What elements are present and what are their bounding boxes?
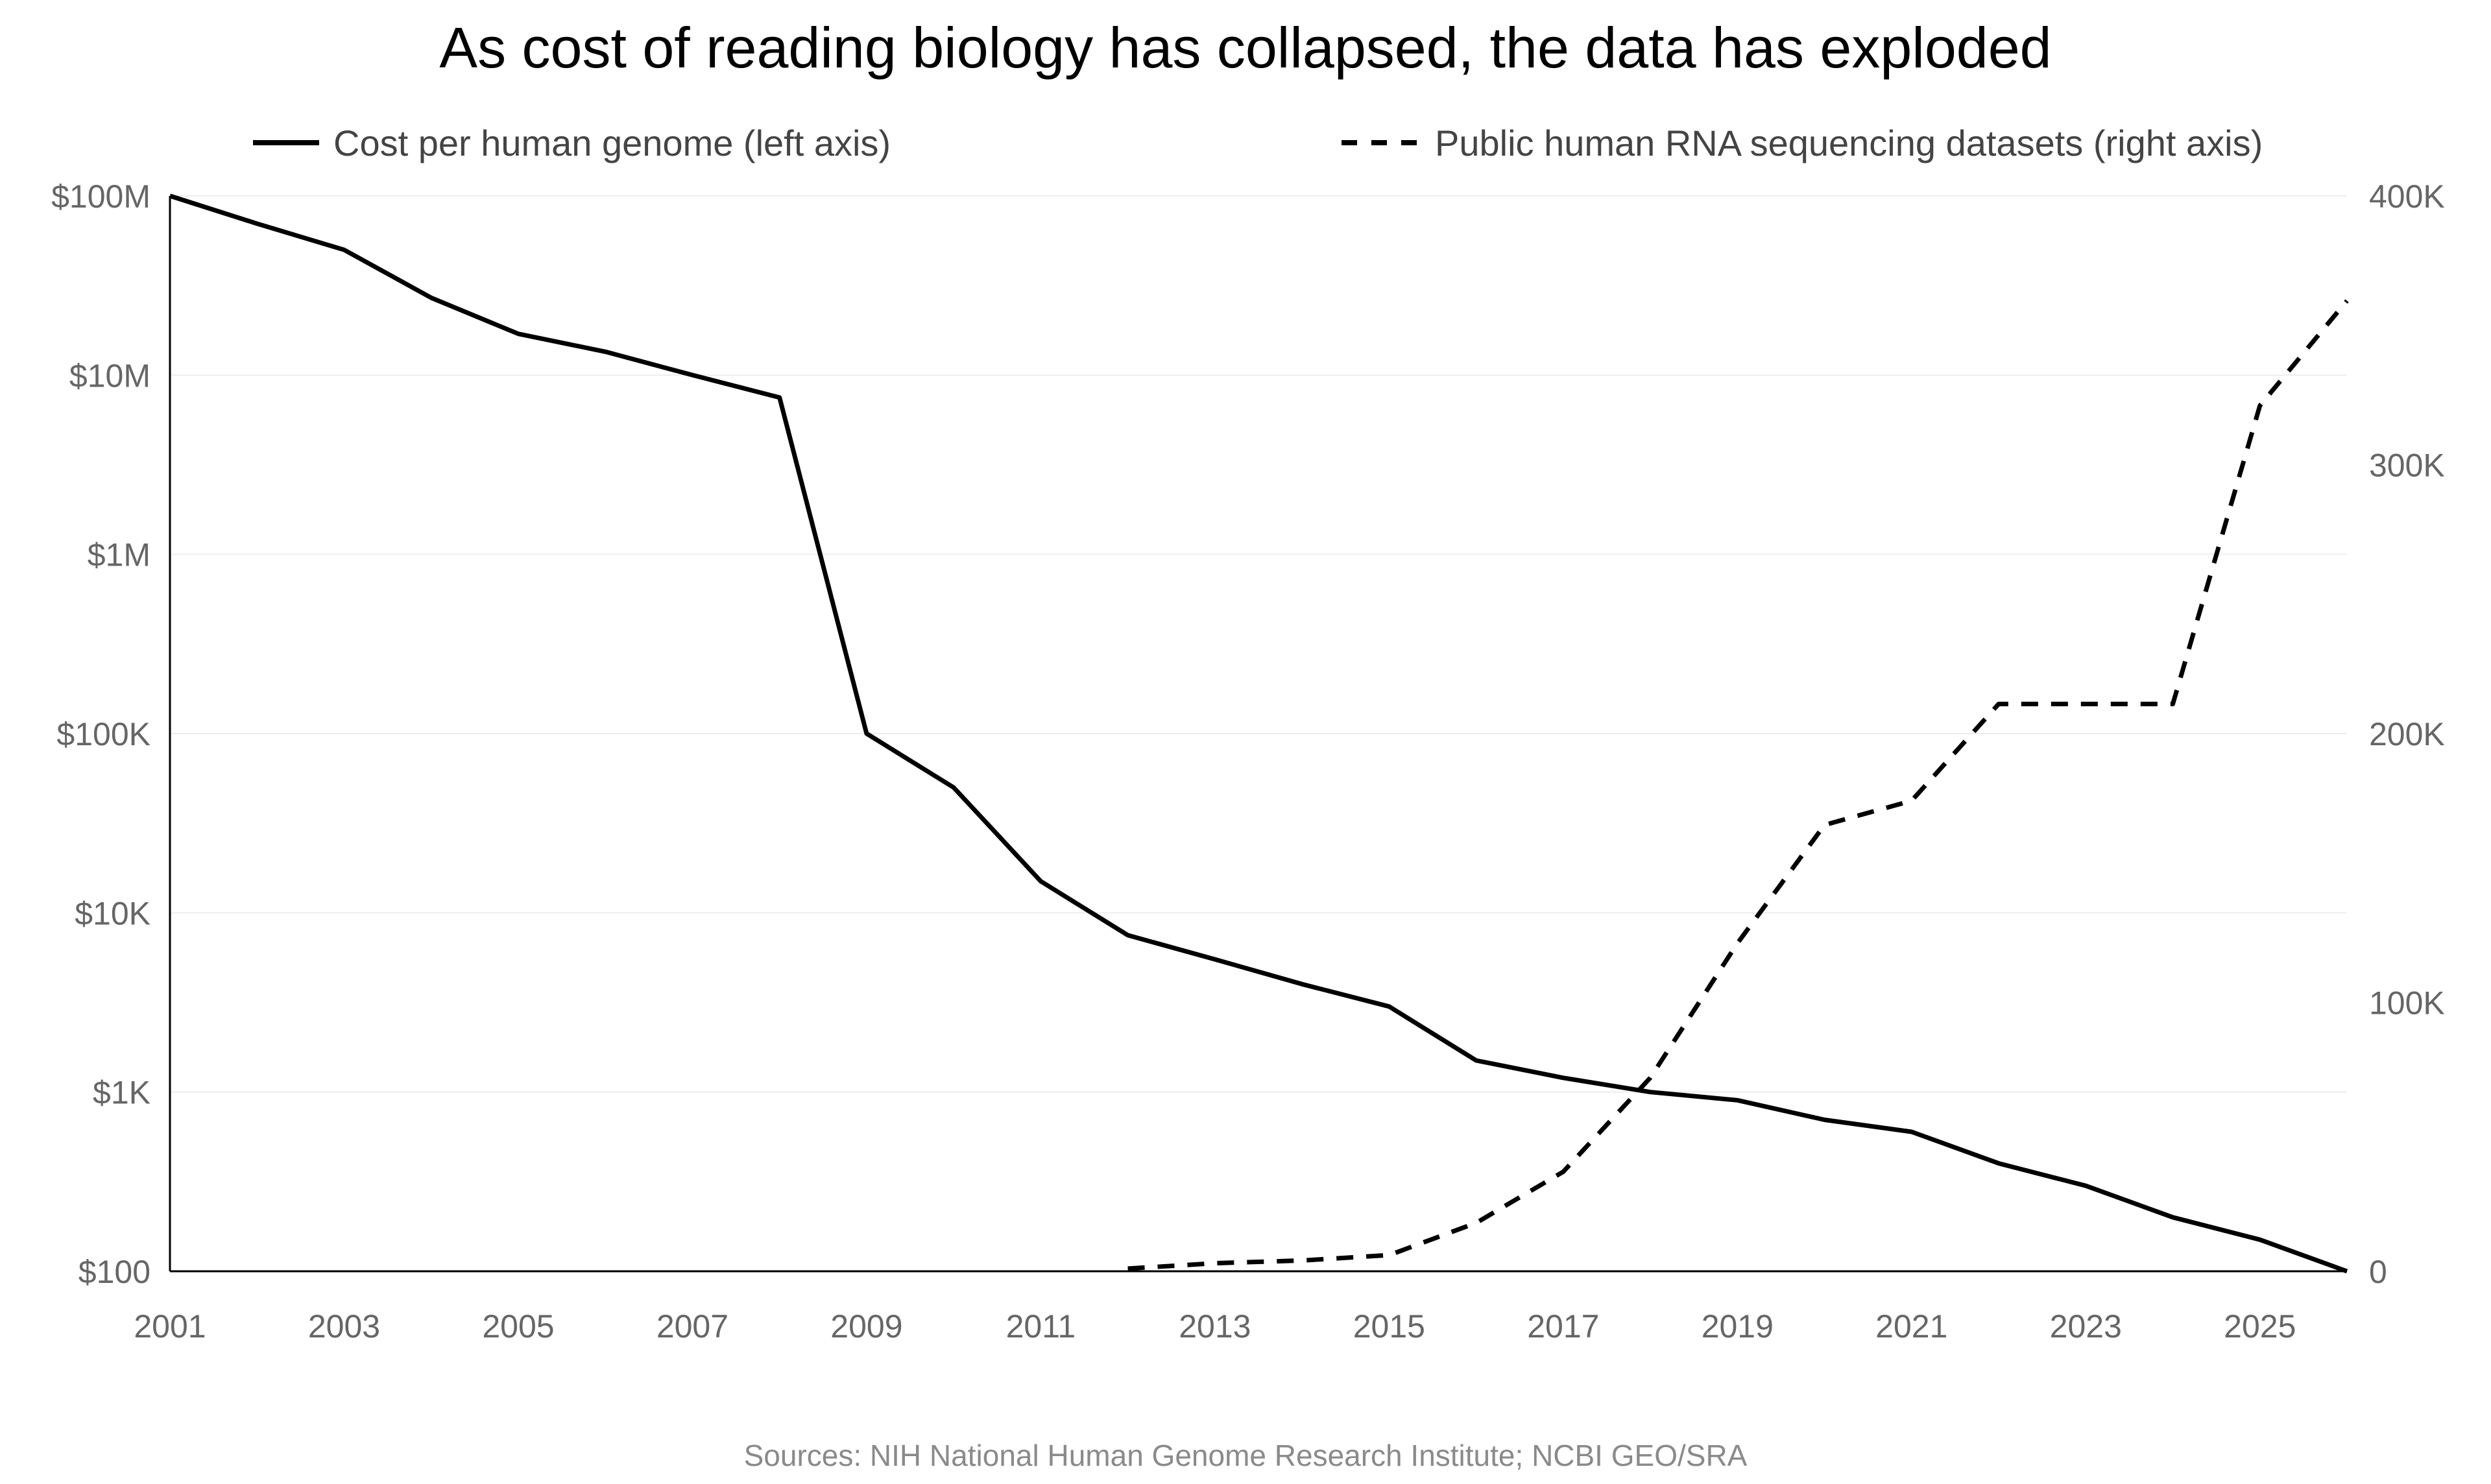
x-tick-label: 2001 <box>134 1308 206 1345</box>
left-tick-label: $100K <box>56 716 150 752</box>
right-tick-label: 200K <box>2369 716 2445 752</box>
right-tick-label: 300K <box>2369 448 2445 484</box>
x-tick-label: 2007 <box>656 1308 728 1345</box>
chart-source: Sources: NIH National Human Genome Resea… <box>744 1439 1748 1472</box>
x-tick-label: 2021 <box>1875 1308 1947 1345</box>
series-line-rna-datasets <box>1127 299 2349 1271</box>
left-tick-label: $10M <box>69 357 150 394</box>
left-tick-label: $100 <box>78 1254 150 1290</box>
left-tick-label: $1M <box>88 537 150 573</box>
x-tick-label: 2023 <box>2050 1308 2122 1345</box>
legend-label-cost: Cost per human genome (left axis) <box>333 123 891 163</box>
x-tick-label: 2009 <box>830 1308 902 1345</box>
gridlines <box>170 195 2347 1093</box>
right-tick-label: 0 <box>2369 1254 2387 1290</box>
left-axis-ticks: $100 $1K $10K $100K $1M $10M $100M <box>51 178 150 1290</box>
x-tick-label: 2003 <box>308 1308 380 1345</box>
axes <box>169 196 2347 1273</box>
x-axis-ticks: 2001 2003 2005 2007 2009 2011 2013 2015 2017 2019… <box>134 1308 2296 1345</box>
x-tick-label: 2013 <box>1179 1308 1251 1345</box>
series-layer <box>169 193 2349 1274</box>
left-tick-label: $1K <box>93 1075 150 1111</box>
right-tick-label: 100K <box>2369 985 2445 1022</box>
x-tick-label: 2017 <box>1527 1308 1599 1345</box>
x-tick-label: 2019 <box>1702 1308 1774 1345</box>
legend-label-datasets: Public human RNA sequencing datasets (ri… <box>1435 123 2263 163</box>
x-tick-label: 2005 <box>482 1308 554 1345</box>
legend: Cost per human genome (left axis) Public… <box>253 123 2263 163</box>
left-tick-label: $10K <box>75 895 150 931</box>
series-line-cost-per-genome <box>169 193 2348 1274</box>
x-tick-label: 2025 <box>2224 1308 2296 1345</box>
right-axis-ticks: 0 100K 200K 300K 400K <box>2369 178 2445 1290</box>
x-tick-label: 2015 <box>1353 1308 1425 1345</box>
chart-title: As cost of reading biology has collapsed… <box>439 16 2051 80</box>
left-tick-label: $100M <box>51 178 150 215</box>
right-tick-label: 400K <box>2369 178 2445 215</box>
x-tick-label: 2011 <box>1006 1308 1076 1345</box>
